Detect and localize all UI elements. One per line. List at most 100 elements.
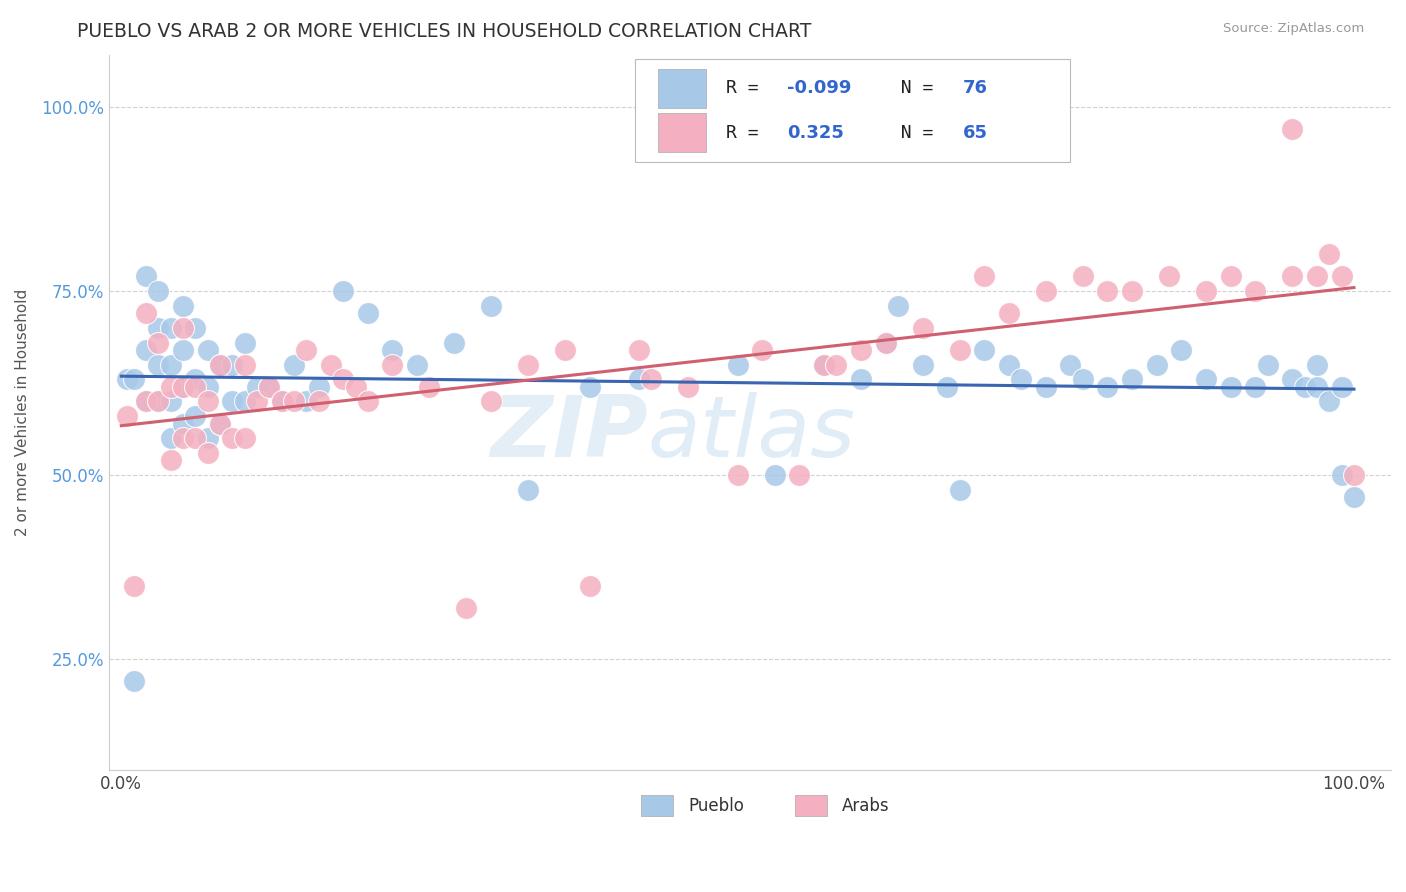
Point [911,358,934,372]
Point [1306,269,1329,284]
Point [443,335,465,350]
Point [148,358,170,372]
Point [117,372,139,386]
Point [1097,284,1119,298]
Point [763,468,786,483]
Point [159,431,181,445]
Point [197,431,219,445]
Point [1059,358,1081,372]
Point [172,299,194,313]
Point [357,306,380,320]
Point [1343,490,1365,504]
Point [208,358,231,372]
Point [208,358,231,372]
Text: ZIP: ZIP [489,392,647,475]
Point [825,358,848,372]
Point [159,453,181,467]
Point [578,380,600,394]
Point [295,343,318,357]
Point [122,579,145,593]
Point [197,343,219,357]
Point [308,380,330,394]
Point [1306,358,1329,372]
Point [184,380,207,394]
Point [172,343,194,357]
Point [332,372,354,386]
Point [911,320,934,334]
Point [135,343,157,357]
Point [640,372,662,386]
Point [148,284,170,298]
Point [172,431,194,445]
Point [678,380,700,394]
Point [727,358,749,372]
Text: Source: ZipAtlas.com: Source: ZipAtlas.com [1223,22,1364,36]
Point [1330,380,1353,394]
Point [257,380,280,394]
Point [233,394,256,409]
Point [1219,380,1241,394]
Point [1317,247,1340,261]
Point [184,320,207,334]
Point [184,409,207,424]
Point [554,343,576,357]
FancyBboxPatch shape [658,69,706,108]
Point [1121,284,1143,298]
Point [208,417,231,431]
Point [159,320,181,334]
Point [578,579,600,593]
Point [184,431,207,445]
Point [1071,269,1094,284]
Point [517,483,540,497]
Point [406,358,429,372]
Point [295,394,318,409]
Point [381,358,404,372]
Text: PUEBLO VS ARAB 2 OR MORE VEHICLES IN HOUSEHOLD CORRELATION CHART: PUEBLO VS ARAB 2 OR MORE VEHICLES IN HOU… [77,22,811,41]
Point [1257,358,1279,372]
Point [148,394,170,409]
Point [208,417,231,431]
Point [270,394,292,409]
Point [627,372,650,386]
Point [221,358,243,372]
Point [875,335,897,350]
Point [246,394,269,409]
Point [1121,372,1143,386]
Point [813,358,835,372]
Point [479,299,502,313]
Point [344,380,367,394]
Text: Arabs: Arabs [842,797,890,814]
Point [1071,372,1094,386]
Point [270,394,292,409]
Point [308,394,330,409]
Point [1195,372,1218,386]
Point [148,394,170,409]
FancyBboxPatch shape [658,113,706,153]
Point [936,380,959,394]
Point [1330,468,1353,483]
Point [1244,284,1267,298]
Point [172,380,194,394]
Point [1146,358,1168,372]
Point [1294,380,1316,394]
Point [117,409,139,424]
Point [221,431,243,445]
Point [849,343,872,357]
Point [1330,269,1353,284]
Point [948,483,970,497]
Y-axis label: 2 or more Vehicles in Household: 2 or more Vehicles in Household [15,289,30,536]
Point [197,380,219,394]
Point [998,358,1021,372]
Point [172,380,194,394]
Text: R =: R = [725,79,769,97]
Point [221,394,243,409]
Point [887,299,910,313]
Point [283,394,305,409]
Point [973,269,995,284]
Point [246,380,269,394]
Point [517,358,540,372]
Point [787,468,810,483]
Point [381,343,404,357]
Text: R =: R = [725,124,769,142]
Point [159,394,181,409]
